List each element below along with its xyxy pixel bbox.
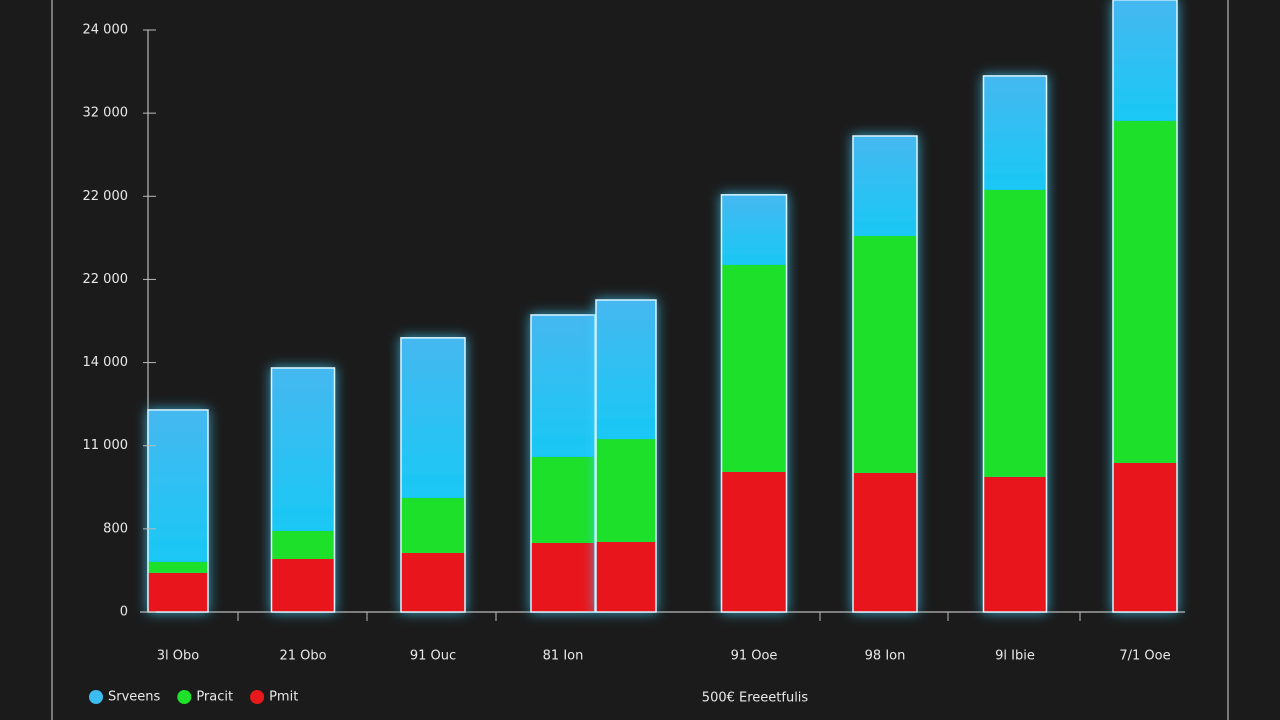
x-tick-label: 7/1 Ooe [1119,649,1170,664]
legend-label: Srveens [108,690,161,705]
x-tick-label: 98 Ion [865,649,906,664]
bar-outline [530,314,596,613]
bar-outline [400,337,466,613]
bar-outline [982,75,1048,613]
bar-stack [1112,0,1178,613]
bar-stack [595,299,657,613]
bar-segment [401,337,465,498]
bar-stack [720,194,788,613]
bars [147,0,1178,613]
y-tick-label: 24 000 [83,23,129,38]
bar-segment [401,552,465,612]
bar-segment [721,471,787,612]
bar-segment [596,541,656,612]
bar-outline [595,299,657,613]
x-tick-label: 9l Ibie [995,649,1035,664]
bar-segment [271,367,335,531]
y-tick-label: 32 000 [83,106,129,121]
bar-segment [531,456,595,543]
bar-segment [1113,0,1177,121]
bar-segment [531,542,595,612]
bar-stack [530,314,596,613]
bar-segment [853,472,917,612]
y-tick-label: 0 [120,605,128,620]
x-tick-label: 21 Obo [279,649,326,664]
bar-segment [596,300,656,440]
bar-segment [401,497,465,553]
bar-segment [271,558,335,612]
bar-segment [148,561,208,573]
bar-segment [531,314,595,457]
bar-segment [148,572,208,612]
bar-segment [853,136,917,236]
bar-segment [148,409,208,562]
x-tick-label: 91 Ouc [410,649,456,664]
bar-segment [983,189,1047,477]
bar-segment [721,264,787,472]
bar-segment [721,194,787,265]
bar-segment [983,75,1047,190]
y-tick-label: 14 000 [83,355,129,370]
bar-outline [720,194,788,613]
bar-stack [982,75,1048,613]
legend-label: Pracit [196,690,233,705]
bar-outline [852,135,918,613]
bar-stack [270,367,336,613]
bar-segment [1113,120,1177,463]
x-tick-label: 3l Obo [157,649,199,664]
y-tick-label: 22 000 [83,189,129,204]
legend-swatch [177,690,192,704]
bar-segment [271,530,335,559]
bar-segment [983,476,1047,612]
x-axis-label: 500€ Ereeetfulis [702,691,809,706]
bar-stack [852,135,918,613]
y-tick-label: 800 [103,521,128,536]
bar-segment [596,439,656,542]
bar-stack [400,337,466,613]
bar-stack [147,409,209,613]
bar-segment [1113,462,1177,612]
x-tick-label: 91 Ooe [731,649,778,664]
y-tick-label: 11 000 [83,438,129,453]
bar-segment [853,235,917,473]
bar-outline [1112,0,1178,613]
legend-swatch [250,690,265,704]
bar-outline [270,367,336,613]
y-tick-label: 22 000 [83,272,129,287]
legend-swatch [89,690,103,704]
legend-label: Pmit [269,690,298,705]
x-tick-label: 81 Ion [543,649,584,664]
bar-outline [147,409,209,613]
